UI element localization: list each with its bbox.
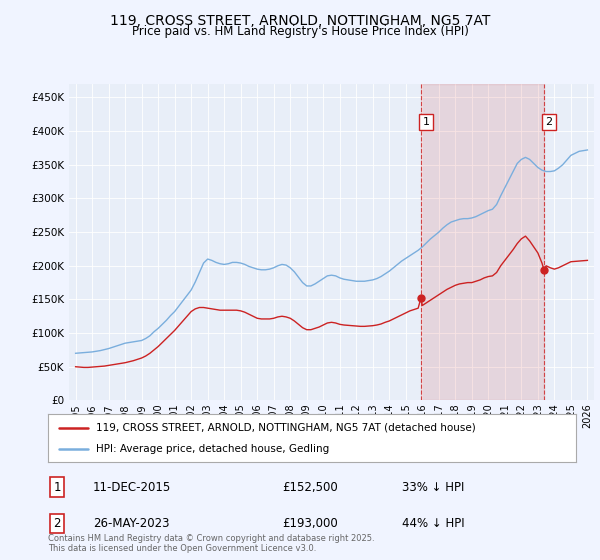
- Text: 11-DEC-2015: 11-DEC-2015: [93, 480, 171, 494]
- Text: HPI: Average price, detached house, Gedling: HPI: Average price, detached house, Gedl…: [95, 444, 329, 454]
- Text: 2: 2: [53, 517, 61, 530]
- Text: £152,500: £152,500: [282, 480, 338, 494]
- Text: Price paid vs. HM Land Registry's House Price Index (HPI): Price paid vs. HM Land Registry's House …: [131, 25, 469, 38]
- Text: 1: 1: [422, 117, 430, 127]
- Text: 2: 2: [545, 117, 553, 127]
- Text: Contains HM Land Registry data © Crown copyright and database right 2025.
This d: Contains HM Land Registry data © Crown c…: [48, 534, 374, 553]
- Bar: [421, 84, 544, 400]
- Text: 119, CROSS STREET, ARNOLD, NOTTINGHAM, NG5 7AT (detached house): 119, CROSS STREET, ARNOLD, NOTTINGHAM, N…: [95, 423, 475, 433]
- Text: 33% ↓ HPI: 33% ↓ HPI: [402, 480, 464, 494]
- Text: £193,000: £193,000: [282, 517, 338, 530]
- Text: 44% ↓ HPI: 44% ↓ HPI: [402, 517, 464, 530]
- Text: 119, CROSS STREET, ARNOLD, NOTTINGHAM, NG5 7AT: 119, CROSS STREET, ARNOLD, NOTTINGHAM, N…: [110, 14, 490, 28]
- Text: 1: 1: [53, 480, 61, 494]
- Text: 26-MAY-2023: 26-MAY-2023: [93, 517, 170, 530]
